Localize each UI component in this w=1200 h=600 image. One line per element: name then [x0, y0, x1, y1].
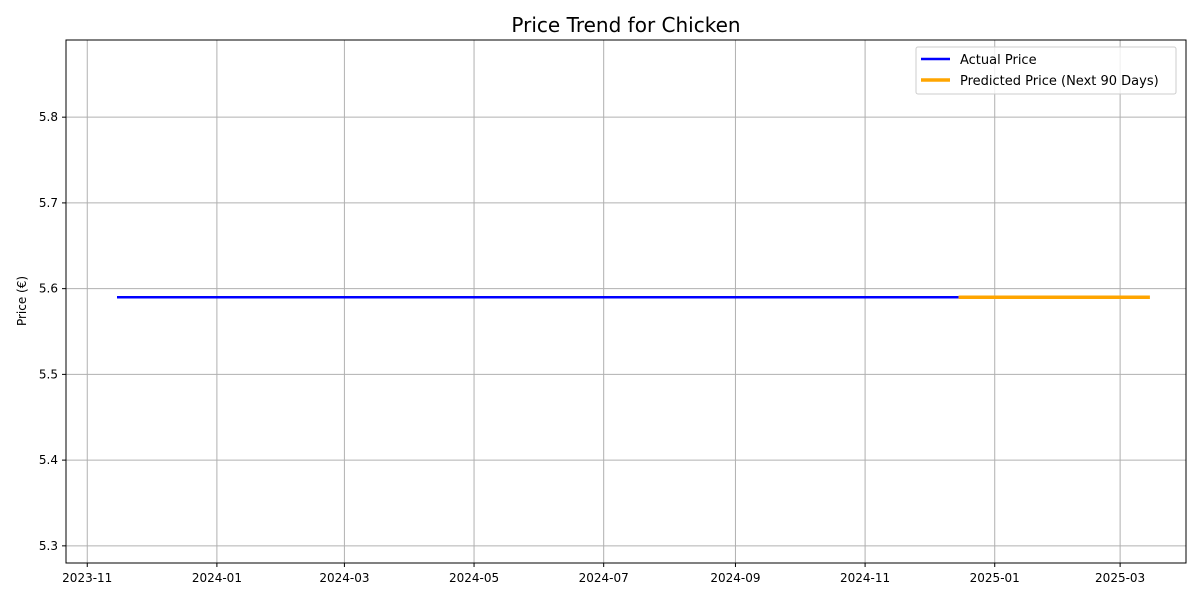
plot-frame — [65, 39, 1187, 564]
y-tick-label: 5.8 — [39, 110, 58, 124]
x-tick-label: 2023-11 — [62, 571, 112, 585]
x-tick-label: 2024-11 — [840, 571, 890, 585]
x-tick-label: 2024-09 — [710, 571, 760, 585]
y-tick-label: 5.6 — [39, 282, 58, 296]
x-tick-label: 2024-01 — [192, 571, 242, 585]
y-tick-label: 5.4 — [39, 453, 58, 467]
x-tick-label: 2024-03 — [319, 571, 369, 585]
legend-box — [915, 46, 1177, 95]
grid — [66, 40, 1186, 563]
y-tick-label: 5.7 — [39, 196, 58, 210]
y-tick-label: 5.3 — [39, 539, 58, 553]
y-axis: 5.3 5.4 5.5 5.6 5.7 5.8 — [39, 110, 66, 553]
y-axis-label: Price (€) — [15, 276, 29, 326]
x-tick-label: 2024-05 — [449, 571, 499, 585]
legend-label-actual: Actual Price — [960, 53, 1037, 68]
legend: Actual Price Predicted Price (Next 90 Da… — [915, 46, 1177, 95]
x-tick-label: 2025-03 — [1095, 571, 1145, 585]
x-tick-label: 2024-07 — [579, 571, 629, 585]
x-axis: 2023-11 2024-01 2024-03 2024-05 2024-07 2024-… — [62, 563, 1145, 585]
x-tick-label: 2025-01 — [970, 571, 1020, 585]
y-tick-label: 5.5 — [39, 367, 58, 381]
legend-label-predicted: Predicted Price (Next 90 Days) — [960, 74, 1159, 89]
chart-title: Price Trend for Chicken — [511, 13, 740, 37]
